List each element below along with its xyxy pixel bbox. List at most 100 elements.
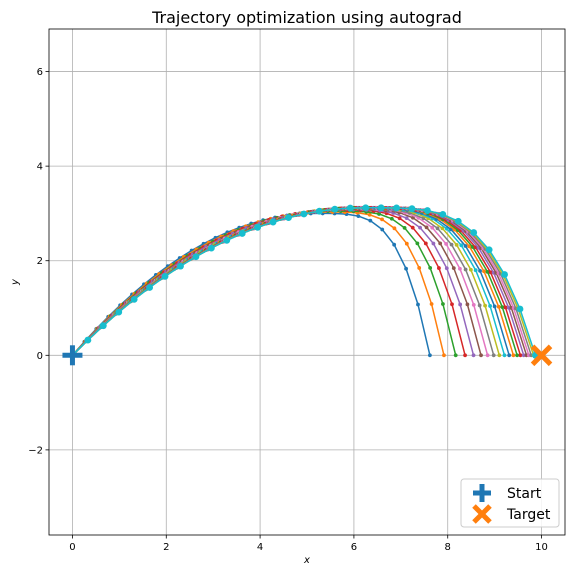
legend-start-marker [473, 484, 491, 502]
axis-ticks: 0 2 4 6 8 10 −2 0 2 4 6 [28, 67, 548, 553]
trajectory-point [470, 229, 478, 236]
y-tick-label: 0 [37, 351, 43, 362]
trajectory-point [429, 302, 434, 306]
trajectory-point [404, 266, 408, 271]
trajectory-point [424, 207, 431, 214]
trajectory-point [503, 305, 508, 310]
trajectory-point [459, 243, 464, 248]
trajectory-point [331, 205, 339, 213]
trajectory-point [441, 302, 445, 306]
trajectory-point [438, 241, 443, 246]
trajectory-point [417, 266, 422, 270]
trajectory-point [453, 353, 458, 358]
trajectory-point [500, 305, 505, 310]
trajectory-point [496, 304, 501, 309]
trajectory-point [408, 205, 416, 213]
trajectory-series [69, 204, 539, 359]
trajectory-point [488, 304, 492, 308]
trajectory-point [377, 204, 385, 212]
trajectory-point [485, 353, 490, 358]
trajectory-point [468, 267, 473, 272]
trajectory-point [115, 308, 123, 316]
trajectory-point [300, 210, 308, 218]
trajectory-series [70, 211, 432, 358]
trajectory-line [71, 212, 431, 356]
trajectory-point [444, 266, 449, 271]
legend-start-label: Start [507, 486, 542, 502]
trajectory-line [71, 208, 475, 356]
trajectory-line [71, 211, 445, 356]
trajectory-point [254, 223, 262, 231]
trajectory-point [146, 284, 154, 291]
trajectory-point [454, 242, 459, 247]
legend-target-cross [472, 504, 492, 524]
trajectory-point [404, 216, 409, 221]
trajectory-point [392, 226, 397, 231]
trajectory-point [511, 353, 516, 358]
trajectory-point [518, 353, 523, 358]
trajectory-point [223, 236, 231, 244]
trajectory-point [521, 353, 526, 358]
trajectory-point [431, 241, 436, 246]
start-marker [62, 345, 83, 366]
chart-title: Trajectory optimization using autograd [151, 8, 462, 27]
target-marker [530, 344, 553, 367]
trajectory-point [84, 336, 92, 344]
trajectory-point [437, 266, 441, 270]
trajectory-point [362, 204, 370, 212]
trajectory-point [507, 353, 512, 358]
legend-target-marker [472, 504, 492, 524]
grid [49, 29, 565, 535]
trajectory-point [377, 212, 381, 216]
plot-frame [48, 28, 566, 536]
trajectory-point [502, 353, 507, 358]
trajectory-point [478, 268, 482, 273]
trajectory-point [424, 225, 429, 230]
trajectory-point [450, 302, 454, 307]
trajectory-line [71, 209, 466, 356]
trajectory-point [192, 253, 200, 261]
trajectory-point [346, 204, 354, 212]
legend: Start Target [460, 478, 560, 528]
start-target-markers [62, 344, 553, 367]
trajectory-point [416, 302, 420, 307]
trajectory-point [463, 267, 468, 272]
trajectory-point [368, 218, 373, 223]
x-tick-label: 8 [445, 542, 451, 553]
y-tick-label: 2 [37, 256, 43, 267]
trajectory-point [415, 241, 420, 246]
trajectory-point [442, 353, 446, 358]
trajectory-point [440, 226, 445, 231]
trajectory-series [70, 210, 446, 358]
trajectory-point [177, 262, 184, 270]
trajectory-point [99, 322, 107, 330]
trajectory-point [435, 226, 440, 231]
y-tick-label: −2 [28, 445, 43, 456]
trajectory-point [418, 225, 422, 230]
trajectory-point [471, 302, 476, 307]
x-tick-label: 4 [257, 542, 263, 553]
trajectory-point [397, 216, 402, 221]
trajectory-point [238, 230, 246, 237]
trajectory-point [473, 268, 478, 273]
trajectory-point [315, 207, 323, 215]
legend-target-label: Target [506, 507, 551, 523]
trajectory-point [428, 353, 432, 358]
trajectory-point [488, 270, 493, 275]
trajectory-point [501, 271, 508, 278]
trajectory-point [483, 303, 487, 308]
trajectory-point [404, 241, 409, 246]
trajectory-point [467, 244, 472, 249]
trajectory-point [454, 217, 462, 225]
trajectory-point [463, 244, 468, 248]
trajectory-point [392, 242, 397, 247]
y-axis-label: y [10, 278, 21, 286]
trajectory-point [463, 353, 467, 358]
trajectory-point [393, 204, 400, 212]
trajectory-point [444, 242, 448, 246]
trajectory-line [71, 208, 482, 356]
trajectory-point [485, 269, 490, 274]
x-tick-label: 0 [69, 542, 75, 553]
trajectory-point [516, 305, 524, 313]
trajectory-point [471, 353, 476, 358]
